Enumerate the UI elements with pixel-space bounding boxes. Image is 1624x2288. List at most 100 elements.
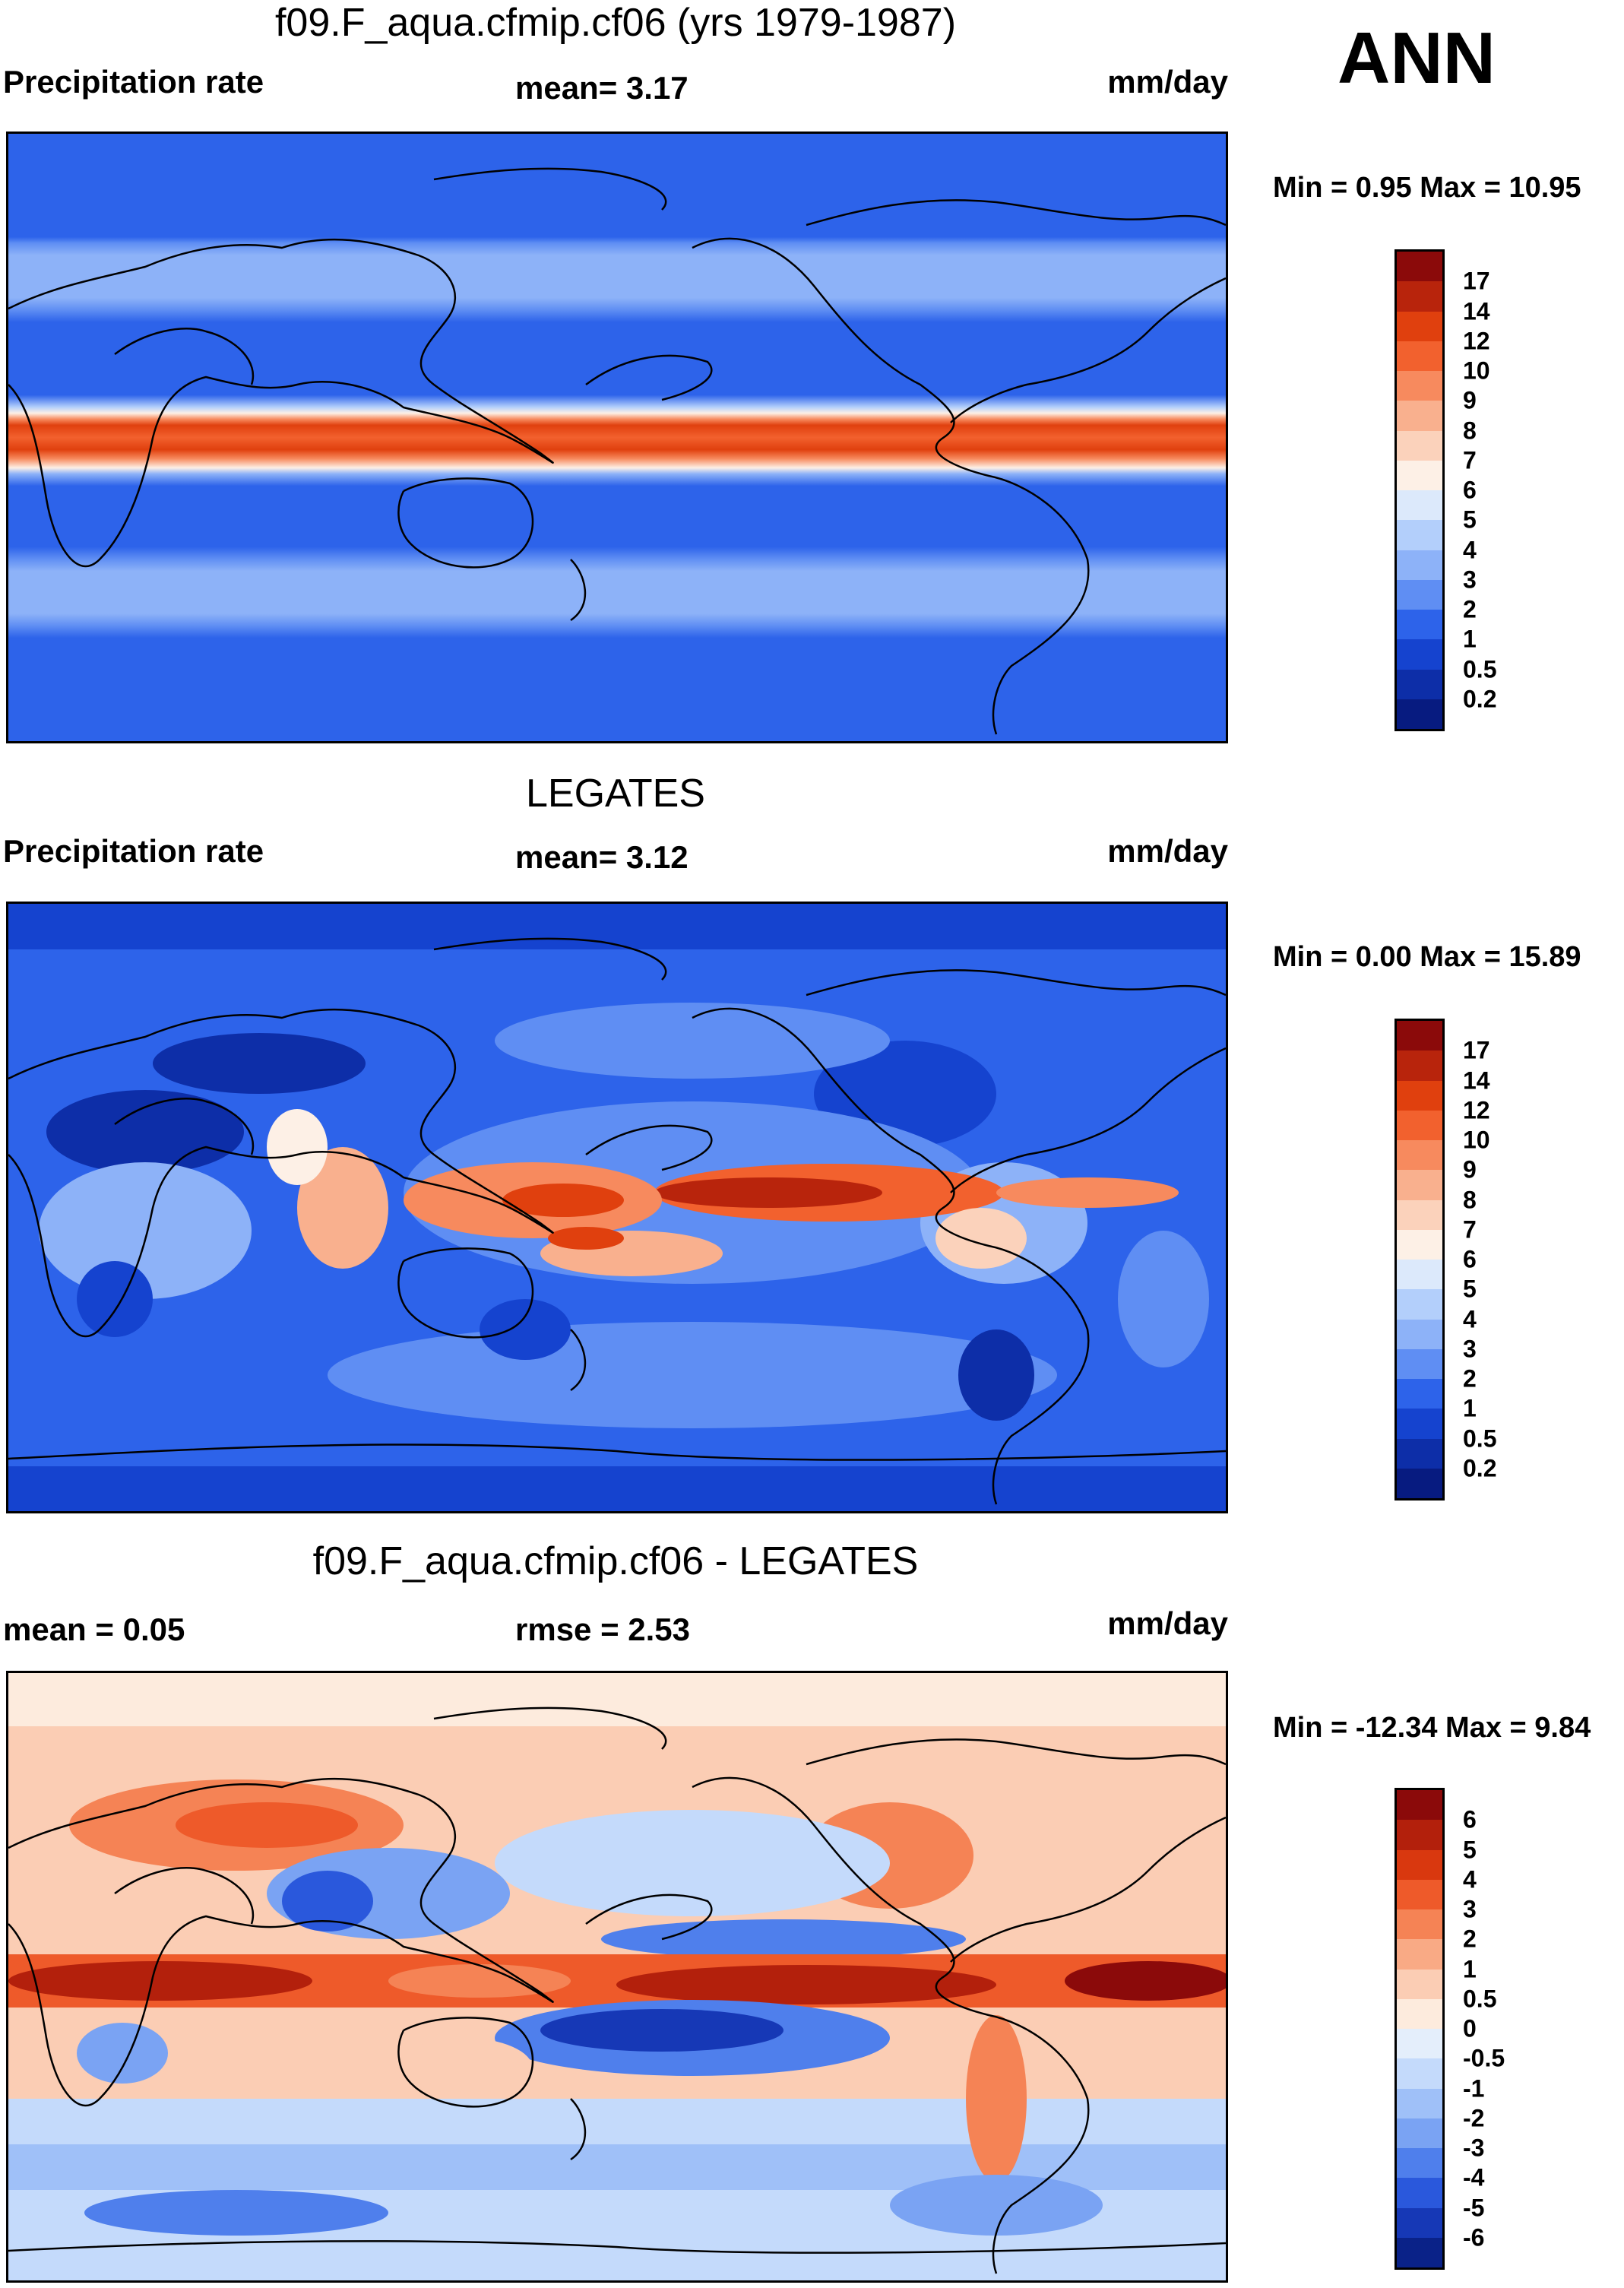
colorbar-box — [1397, 2118, 1442, 2148]
colorbar — [1394, 249, 1445, 731]
colorbar-box — [1397, 1199, 1442, 1230]
colorbar-box — [1397, 1021, 1442, 1051]
colorbar-box — [1397, 2237, 1442, 2267]
colorbar-box — [1397, 2148, 1442, 2179]
colorbar-tick-label: 17 — [1463, 267, 1490, 295]
colorbar-tick-label: -1 — [1463, 2074, 1485, 2102]
colorbar — [1394, 1788, 1445, 2270]
colorbar-tick-label: -5 — [1463, 2194, 1485, 2221]
colorbar-box — [1397, 2058, 1442, 2089]
units-label: mm/day — [1107, 64, 1228, 100]
colorbar-tick-label: -2 — [1463, 2104, 1485, 2132]
colorbar-box — [1397, 610, 1442, 640]
colorbar-tick-label: -4 — [1463, 2163, 1485, 2191]
colorbar-tick-label: 5 — [1463, 1836, 1477, 1863]
colorbar-tick-label: 1 — [1463, 625, 1477, 653]
colorbar-tick-label: -6 — [1463, 2223, 1485, 2252]
precip-map — [8, 134, 1226, 741]
colorbar-tick-label: 8 — [1463, 1186, 1477, 1213]
coastlines — [8, 937, 1226, 1505]
colorbar-box — [1397, 579, 1442, 610]
variable-label: Precipitation rate — [3, 64, 264, 100]
colorbar-box — [1397, 699, 1442, 729]
colorbar-box — [1397, 1790, 1442, 1821]
colorbar-tick-label: 7 — [1463, 446, 1477, 474]
colorbar-box — [1397, 1939, 1442, 1970]
colorbar-box — [1397, 430, 1442, 461]
colorbar-box — [1397, 1319, 1442, 1349]
colorbar-tick-label: 6 — [1463, 1805, 1477, 1833]
map-panel — [6, 132, 1228, 743]
colorbar-box — [1397, 401, 1442, 431]
map-panel — [6, 1671, 1228, 2283]
colorbar-box — [1397, 1289, 1442, 1320]
variable-label: Precipitation rate — [3, 833, 264, 869]
colorbar-tick-label: 4 — [1463, 1865, 1477, 1893]
colorbar-box — [1397, 1229, 1442, 1260]
colorbar-box — [1397, 1140, 1442, 1171]
colorbar-box — [1397, 1260, 1442, 1290]
colorbar-box — [1397, 2178, 1442, 2208]
colorbar-box — [1397, 1080, 1442, 1111]
colorbar-boxes — [1397, 252, 1442, 729]
season-label: ANN — [1338, 17, 1496, 99]
colorbar-box — [1397, 1051, 1442, 1081]
colorbar-box — [1397, 2088, 1442, 2118]
colorbar-tick-label: 1 — [1463, 1394, 1477, 1422]
difference-map — [8, 1673, 1226, 2280]
mean-label: mean= 3.12 — [515, 839, 689, 875]
colorbar-labels: 17 14 12 10 9 8 7 6 5 4 3 2 1 0.5 0.2 — [1463, 249, 1539, 731]
minmax-label: Min = -12.34 Max = 9.84 — [1273, 1712, 1591, 1744]
colorbar-box — [1397, 490, 1442, 521]
colorbar-tick-label: 4 — [1463, 1305, 1477, 1333]
colorbar-box — [1397, 1438, 1442, 1469]
mean-label: mean = 0.05 — [3, 1611, 185, 1647]
colorbar-box — [1397, 1348, 1442, 1379]
colorbar-tick-label: 0.5 — [1463, 1985, 1497, 2013]
colorbar-tick-label: 2 — [1463, 595, 1477, 623]
colorbar — [1394, 1019, 1445, 1501]
rmse-label: rmse = 2.53 — [515, 1611, 691, 1647]
colorbar-box — [1397, 1409, 1442, 1439]
colorbar-labels: 17 14 12 10 9 8 7 6 5 4 3 2 1 0.5 0.2 — [1463, 1019, 1539, 1501]
colorbar-tick-label: 5 — [1463, 1275, 1477, 1303]
colorbar-box — [1397, 1849, 1442, 1880]
panel-title: f09.F_aqua.cfmip.cf06 - LEGATES — [312, 1539, 919, 1583]
colorbar-box — [1397, 371, 1442, 401]
units-label: mm/day — [1107, 833, 1228, 869]
colorbar-box — [1397, 252, 1442, 282]
colorbar-box — [1397, 550, 1442, 580]
colorbar-tick-label: 14 — [1463, 297, 1490, 325]
colorbar-tick-label: -3 — [1463, 2134, 1485, 2162]
precip-map — [8, 904, 1226, 1511]
colorbar-tick-label: 17 — [1463, 1036, 1490, 1064]
colorbar-box — [1397, 1820, 1442, 1850]
colorbar-box — [1397, 281, 1442, 312]
colorbar-tick-label: 9 — [1463, 386, 1477, 414]
colorbar-tick-label: 0.5 — [1463, 655, 1497, 683]
colorbar-box — [1397, 1909, 1442, 1940]
colorbar-box — [1397, 2207, 1442, 2238]
map-panel — [6, 902, 1228, 1513]
minmax-label: Min = 0.95 Max = 10.95 — [1273, 172, 1581, 204]
minmax-label: Min = 0.00 Max = 15.89 — [1273, 941, 1581, 973]
colorbar-box — [1397, 1969, 1442, 1999]
colorbar-box — [1397, 311, 1442, 341]
colorbar-tick-label: 2 — [1463, 1364, 1477, 1393]
colorbar-box — [1397, 669, 1442, 699]
panel-title: f09.F_aqua.cfmip.cf06 (yrs 1979-1987) — [274, 1, 957, 45]
mean-label: mean= 3.17 — [515, 70, 689, 106]
colorbar-box — [1397, 1468, 1442, 1498]
colorbar-box — [1397, 1170, 1442, 1200]
colorbar-tick-label: 1 — [1463, 1955, 1477, 1982]
colorbar-tick-label: 12 — [1463, 327, 1490, 355]
colorbar-tick-label: 7 — [1463, 1215, 1477, 1244]
panel-title: LEGATES — [525, 772, 705, 816]
colorbar-boxes — [1397, 1021, 1442, 1498]
colorbar-boxes — [1397, 1790, 1442, 2267]
colorbar-tick-label: 6 — [1463, 1245, 1477, 1273]
colorbar-tick-label: 9 — [1463, 1155, 1477, 1184]
colorbar-box — [1397, 1998, 1442, 2029]
units-label: mm/day — [1107, 1605, 1228, 1641]
colorbar-tick-label: 3 — [1463, 1895, 1477, 1923]
